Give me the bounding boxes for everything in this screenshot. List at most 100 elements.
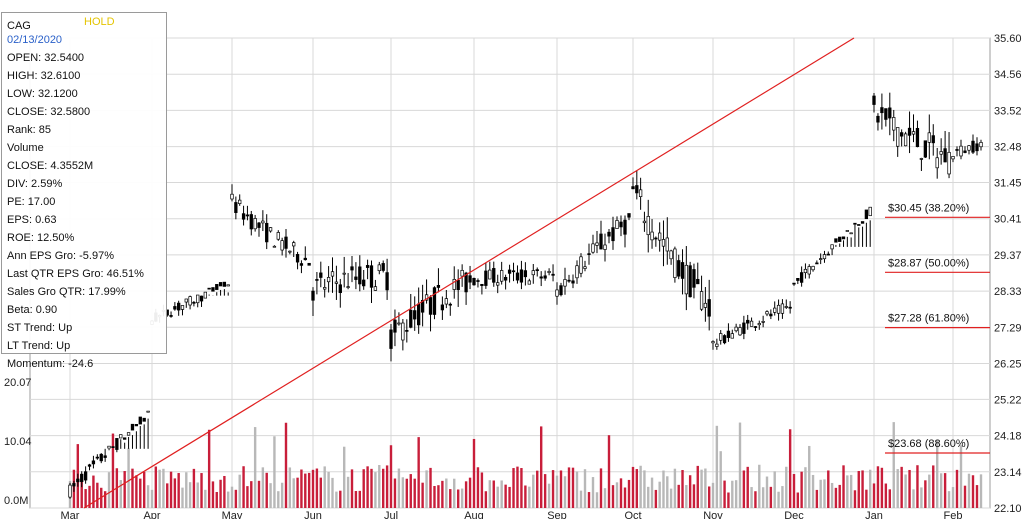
volume-bar	[658, 481, 661, 508]
candle-body	[749, 320, 754, 327]
volume-bar	[335, 491, 338, 508]
volume-bar	[464, 481, 468, 508]
volume-bar	[979, 474, 983, 508]
volume-bar	[500, 480, 503, 508]
volume-bar	[162, 468, 165, 508]
volume-bar	[754, 491, 757, 508]
volume-bar	[792, 474, 796, 508]
volume-bar	[250, 481, 253, 508]
volume-bar	[595, 492, 599, 508]
volume-bar	[437, 485, 440, 508]
candle-body	[927, 132, 931, 143]
x-tick-label: Aug	[464, 510, 484, 519]
candle-body	[815, 262, 819, 265]
volume-bar	[963, 485, 967, 508]
volume-bar	[166, 483, 169, 508]
info-rank: Rank: 85	[7, 124, 52, 136]
candle-body	[211, 287, 215, 292]
candle-body	[476, 280, 480, 282]
volume-bar	[280, 482, 284, 508]
x-tick-label: Nov	[703, 510, 723, 519]
volume-bar	[975, 485, 979, 508]
candle-body	[265, 222, 269, 243]
candle-body	[857, 224, 861, 226]
volume-bar	[429, 467, 432, 508]
candle-body	[103, 455, 107, 458]
candle-body	[180, 305, 185, 310]
volume-bar	[631, 466, 635, 508]
candle-body	[72, 483, 76, 487]
candle-body	[330, 271, 335, 277]
volume-bar	[727, 492, 730, 508]
candle-body	[567, 279, 571, 282]
info-open: OPEN: 32.5400	[7, 52, 85, 64]
candle-body	[738, 327, 742, 336]
candle-body	[888, 107, 892, 119]
volume-tick-label: 20.07	[4, 377, 32, 389]
volume-bar	[611, 485, 615, 508]
candle-body	[460, 269, 464, 277]
volume-bar	[315, 468, 319, 508]
volume-bar	[323, 466, 326, 508]
volume-bar	[188, 482, 192, 508]
volume-bar	[296, 477, 299, 508]
volume-bar	[154, 466, 158, 508]
candle-body	[915, 127, 920, 148]
volume-bar	[288, 467, 292, 508]
candle-body	[245, 214, 250, 217]
volume-bar	[551, 470, 555, 508]
volume-bar	[405, 478, 409, 508]
volume-bar	[84, 489, 87, 508]
candle-body	[115, 438, 119, 450]
volume-bar	[643, 470, 646, 508]
candle-body	[369, 265, 374, 288]
volume-bar	[868, 469, 872, 508]
candle-body	[559, 285, 563, 296]
candle-body	[834, 238, 838, 243]
candle-body	[591, 243, 595, 253]
volume-bar	[619, 478, 623, 508]
candle-body	[876, 115, 880, 123]
candle-body	[99, 453, 103, 462]
x-tick-label: Dec	[784, 510, 804, 519]
candle-body	[746, 319, 750, 324]
volume-bar	[304, 473, 307, 508]
volume-bar	[460, 488, 464, 508]
candle-body	[615, 220, 619, 229]
volume-bar	[433, 485, 436, 508]
candle-body	[444, 298, 448, 305]
volume-bar	[769, 486, 773, 508]
volume-bar	[842, 465, 845, 508]
candle-body	[959, 145, 963, 157]
volume-bar	[788, 429, 792, 508]
volume-bar	[343, 446, 346, 508]
volume-bar	[928, 474, 931, 508]
candle-body	[428, 297, 433, 315]
volume-bar	[627, 479, 631, 508]
candle-body	[249, 214, 253, 230]
volume-bar	[916, 465, 919, 508]
volume-bar	[896, 469, 899, 508]
volume-bar	[123, 471, 126, 508]
candle-body	[967, 145, 971, 151]
volume-bar	[692, 484, 696, 508]
volume-tick-label: 0.0M	[4, 495, 28, 507]
volume-bar	[846, 475, 849, 508]
volume-bar	[111, 433, 115, 508]
volume-bar	[366, 466, 369, 508]
candle-body	[860, 221, 865, 224]
volume-bar	[607, 435, 611, 508]
info-beta: Beta: 0.90	[7, 304, 58, 316]
ticker-symbol: CAG	[7, 20, 31, 32]
volume-bar	[959, 445, 963, 508]
volume-bar	[307, 472, 311, 508]
candle-body	[730, 333, 734, 339]
volume-bar	[857, 470, 860, 508]
volume-bar	[758, 464, 761, 508]
volume-bar	[103, 491, 107, 508]
candle-body	[903, 133, 908, 147]
volume-bar	[300, 469, 303, 508]
volume-bar	[943, 473, 947, 508]
candle-body	[822, 254, 827, 260]
